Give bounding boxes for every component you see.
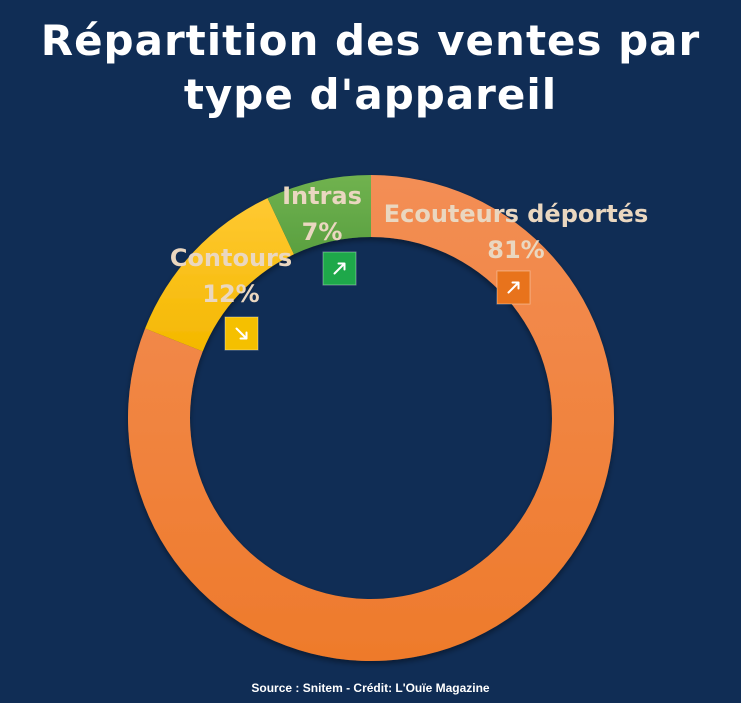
slice-label: Contours xyxy=(170,244,292,272)
source-credit: Source : Snitem - Crédit: L'Ouïe Magazin… xyxy=(251,681,490,695)
slice-label: Intras xyxy=(282,182,362,210)
chart-title: Répartition des ventes par type d'appare… xyxy=(40,16,701,119)
slice-value: 81% xyxy=(487,236,544,264)
slice-intras xyxy=(267,175,371,255)
slice-contours xyxy=(145,198,294,352)
slice-value: 12% xyxy=(202,280,259,308)
arrow-up-right-icon xyxy=(322,251,357,286)
arrow-down-right-icon xyxy=(224,316,259,351)
slice-value: 7% xyxy=(302,218,343,246)
slice-label: Ecouteurs déportés xyxy=(384,200,649,228)
arrow-up-right-icon xyxy=(496,270,531,305)
